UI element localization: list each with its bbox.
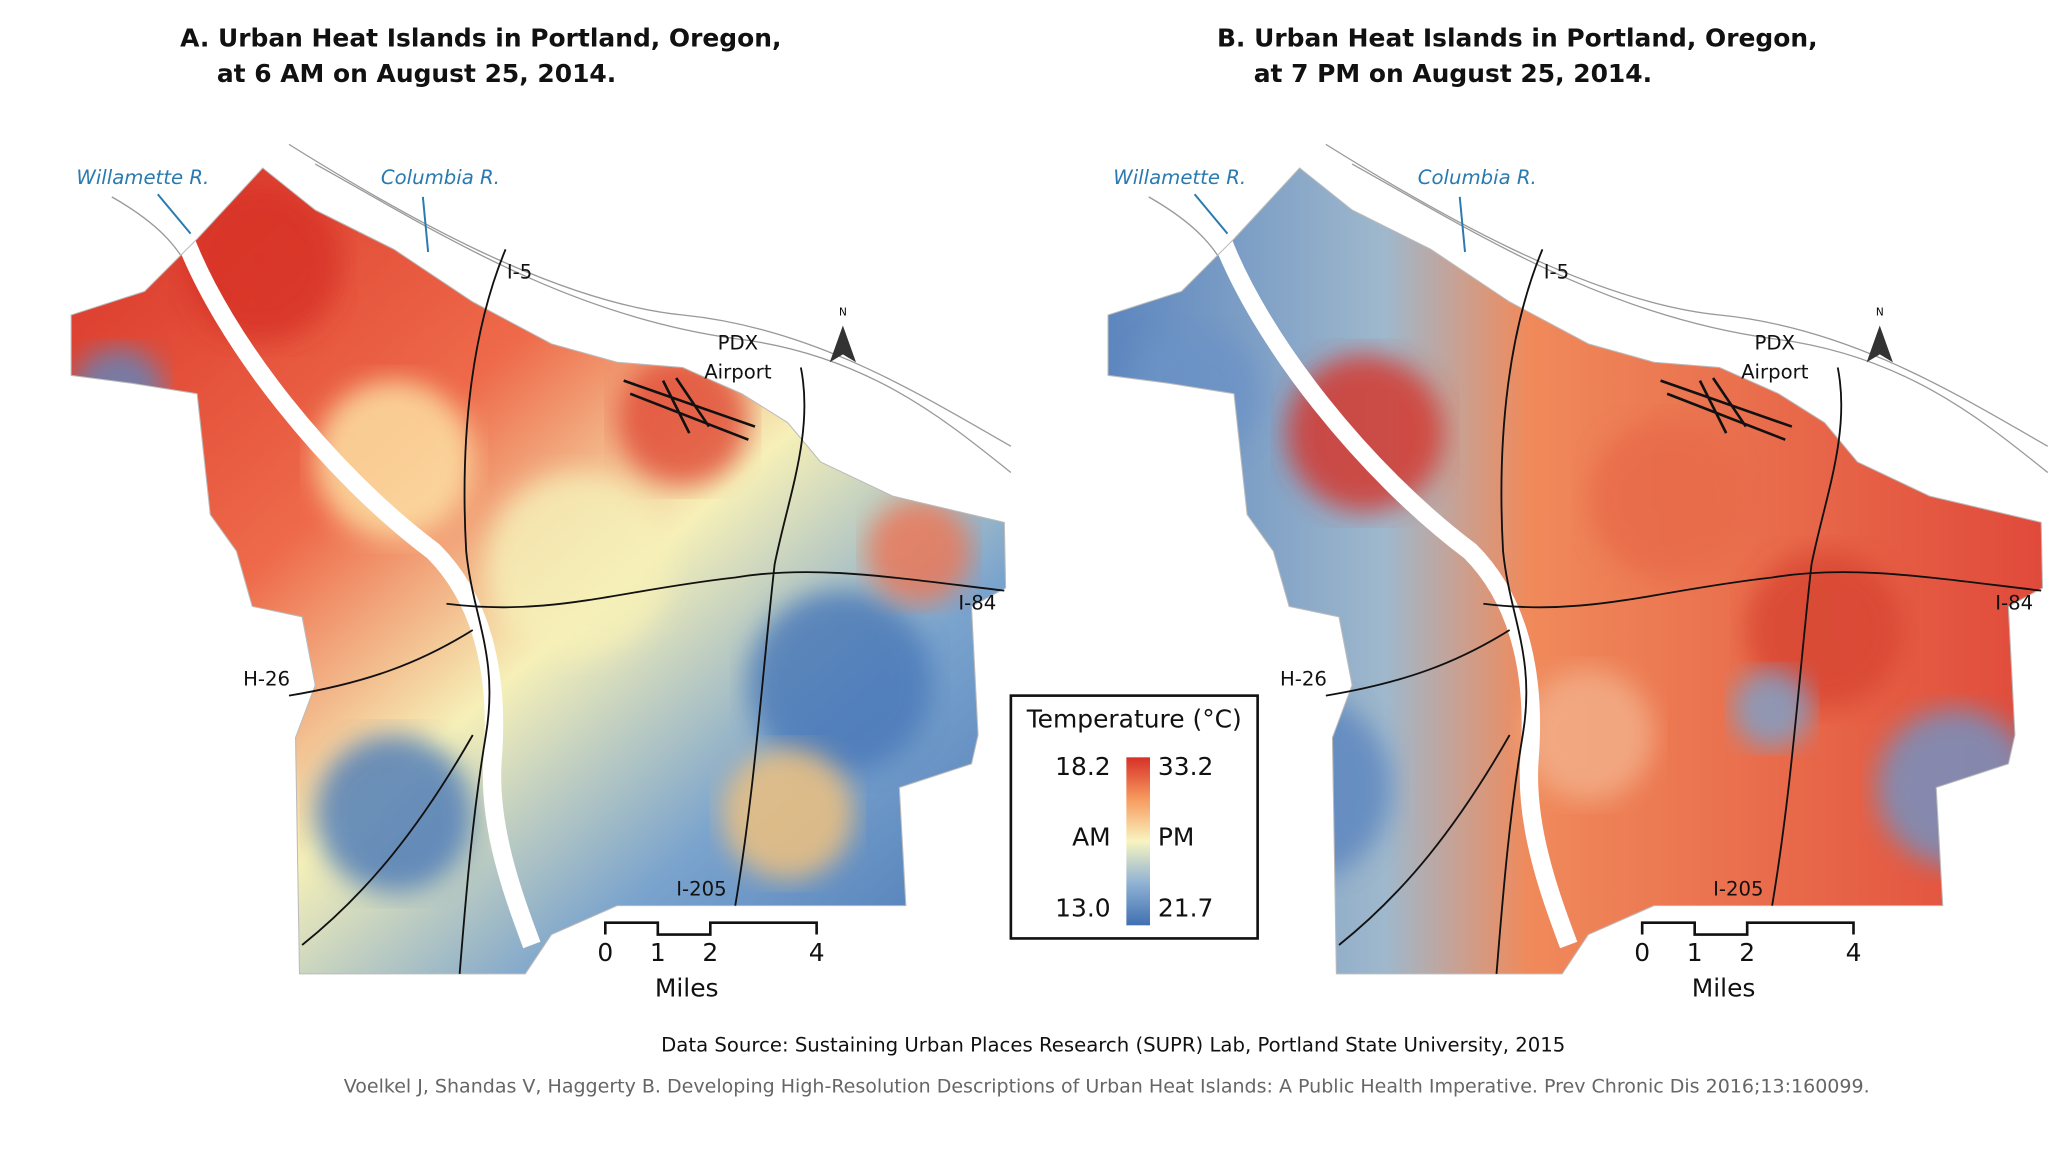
highway-label: H-26: [1280, 667, 1327, 690]
highway-label: I-205: [676, 877, 726, 900]
river-label: Willamette R.: [76, 166, 209, 189]
scale-tick-label: 0: [1634, 938, 1650, 967]
north-arrow: [1866, 325, 1893, 363]
map-outline: [70, 167, 1007, 975]
highway-label: H-26: [243, 667, 290, 690]
heat-blob: [1129, 328, 1261, 460]
label-pointer: [1193, 193, 1229, 235]
heat-blob: [748, 590, 933, 775]
scale-tick-label: 4: [1846, 938, 1862, 967]
scale-unit: Miles: [655, 974, 719, 1003]
heat-blob: [1732, 669, 1812, 749]
river-label: Columbia R.: [381, 166, 500, 189]
scale-tick-label: 0: [597, 938, 613, 967]
heat-blob: [72, 347, 165, 440]
airport-label: PDX: [718, 331, 758, 354]
scale-tick-label: 2: [1739, 938, 1755, 967]
legend-colorbar: [1126, 757, 1150, 926]
river-label: Willamette R.: [1113, 166, 1246, 189]
north-label: N: [839, 306, 847, 318]
heat-blob: [1522, 669, 1654, 801]
highway: [288, 249, 1005, 974]
heat-blob: [184, 183, 342, 342]
heat-blob: [1588, 420, 1746, 578]
highway-label: I-84: [958, 591, 996, 614]
north-arrow: [829, 325, 856, 363]
legend-title: Temperature (°C): [1026, 705, 1242, 734]
panel-title: at 6 AM on August 25, 2014.: [217, 59, 616, 88]
legend-pm-high: 33.2: [1158, 752, 1214, 781]
highway-label: I-5: [1544, 261, 1569, 284]
heat-blob: [1877, 708, 2035, 867]
highway-label: I-5: [507, 261, 532, 284]
scale-bar: [604, 921, 818, 936]
legend-am-low: 13.0: [1055, 894, 1111, 923]
scale-bar: [1640, 921, 1855, 936]
river-label: Columbia R.: [1418, 166, 1537, 189]
label-pointer: [156, 193, 192, 235]
scale-tick-label: 4: [809, 938, 825, 967]
north-label: N: [1876, 306, 1884, 318]
heat-blob: [722, 748, 854, 880]
legend-pm-low: 21.7: [1158, 894, 1214, 923]
panel-title: at 7 PM on August 25, 2014.: [1254, 59, 1652, 88]
airport-label: Airport: [1741, 360, 1809, 383]
scale-unit: Miles: [1692, 974, 1756, 1003]
heat-blob: [315, 380, 473, 539]
airport-label: Airport: [704, 360, 772, 383]
citation: Voelkel J, Shandas V, Haggerty B. Develo…: [344, 1075, 1870, 1097]
scale-tick-label: 2: [702, 938, 718, 967]
heat-blob: [485, 472, 670, 657]
heat-blob: [1286, 354, 1444, 512]
legend-am-label: AM: [1072, 823, 1111, 852]
panel-title: B. Urban Heat Islands in Portland, Orego…: [1217, 23, 1818, 52]
highway-label: I-205: [1713, 877, 1763, 900]
willamette-river: [175, 233, 541, 949]
map-outline: [1107, 167, 2044, 975]
data-source: Data Source: Sustaining Urban Places Res…: [661, 1034, 1565, 1057]
scale-tick-label: 1: [650, 938, 666, 967]
heat-blob: [315, 735, 473, 893]
highway-label: I-84: [1995, 591, 2033, 614]
airport-runways: [1660, 377, 1793, 441]
airport-label: PDX: [1755, 331, 1795, 354]
airport-runways: [623, 377, 756, 441]
legend-am-high: 18.2: [1055, 752, 1111, 781]
label-pointer: [1458, 196, 1466, 253]
heat-blob: [866, 498, 972, 604]
willamette-river: [1212, 233, 1578, 949]
highway: [1325, 249, 2042, 974]
label-pointer: [421, 196, 430, 253]
heat-blob: [1745, 551, 1904, 709]
scale-tick-label: 1: [1687, 938, 1703, 967]
legend-pm-label: PM: [1158, 823, 1195, 852]
panel-title: A. Urban Heat Islands in Portland, Orego…: [180, 23, 781, 52]
map-panel: A. Urban Heat Islands in Portland, Orego…: [70, 23, 1012, 1003]
